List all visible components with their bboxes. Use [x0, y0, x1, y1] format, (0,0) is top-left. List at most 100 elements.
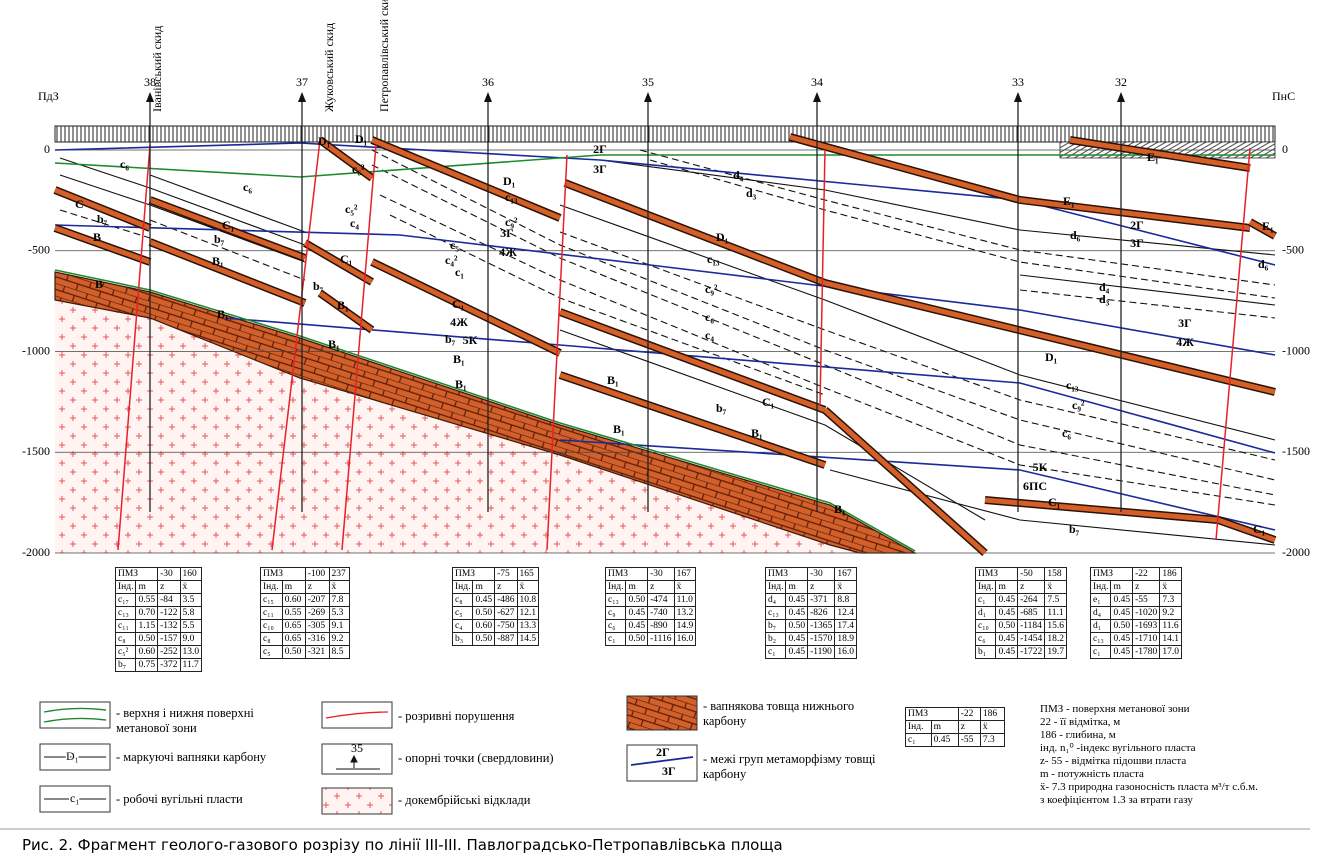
group-label: 2Г [1130, 218, 1144, 232]
layer-label: B₁ [455, 377, 467, 391]
layer-label: C₁ [340, 252, 353, 266]
table-cell: ẍ [517, 581, 539, 594]
table-cell: 0.45 [996, 646, 1018, 659]
legend-swatch [627, 696, 697, 730]
table-cell: -1710 [1133, 633, 1160, 646]
table-cell: ПМЗ [1091, 568, 1133, 581]
table-cell: ẍ [980, 721, 1004, 734]
layer-label: b₇ [313, 279, 324, 293]
legend-note: ẍ- 7.3 природна газоносність пласта м³/т… [1040, 781, 1320, 794]
data-row: c₁0.50-111616.0 [606, 633, 696, 646]
table-cell: 0.45 [786, 607, 808, 620]
table-cell: -685 [1018, 607, 1045, 620]
table-cell: z [495, 581, 517, 594]
layer-label: C₁ [762, 395, 775, 409]
data-row: c₁₃0.45-82612.4 [766, 607, 857, 620]
table-cell: 7.5 [1045, 594, 1067, 607]
depth-label: -2000 [1282, 545, 1310, 559]
well-arrow [644, 92, 652, 102]
legend-note: 22 - її відмітка, м [1040, 716, 1320, 729]
table-cell: 7.3 [980, 734, 1004, 747]
table-cell: ẍ [1045, 581, 1067, 594]
coal-seam [560, 232, 1275, 460]
header-row: Інд.mzẍ [261, 581, 350, 594]
data-row: c₄0.60-75013.3 [453, 620, 539, 633]
table-cell: 18.9 [835, 633, 857, 646]
table-cell: 9.0 [180, 633, 202, 646]
table-cell: 0.50 [473, 607, 495, 620]
table-cell: 12.4 [835, 607, 857, 620]
table-cell: -207 [305, 594, 329, 607]
layer-label: D₁ [355, 132, 368, 146]
layer-label: B [93, 230, 101, 244]
table-cell: -474 [648, 594, 674, 607]
pmz-row: ПМЗ-22186 [906, 708, 1005, 721]
table-cell: z [158, 581, 180, 594]
table-cell: -55 [958, 734, 980, 747]
data-row: c₅²0.60-25213.0 [116, 646, 202, 659]
layer-label: C₁ [1048, 495, 1061, 509]
data-table: ПМЗ-100237Інд.mzẍc₁₅0.60-2077.8c₁₁0.55-2… [260, 567, 350, 659]
layer-label: D₁ [1045, 350, 1058, 364]
legend-note: з коефіцієнтом 1.3 за втрати газу [1040, 794, 1320, 807]
table-cell: b₃ [453, 633, 473, 646]
table-cell: 0.70 [136, 607, 158, 620]
table-cell: e₁ [1091, 594, 1111, 607]
depth-label: 0 [44, 142, 50, 156]
table-cell: -1722 [1018, 646, 1045, 659]
data-row: c₈0.50-1579.0 [116, 633, 202, 646]
table-cell: c₈ [453, 594, 473, 607]
layer-label: d₄ [733, 168, 744, 182]
header-row: Інд.mzẍ [976, 581, 1067, 594]
layer-label: E₁ [1262, 219, 1274, 233]
table-cell: m [1111, 581, 1133, 594]
data-row: c₁₁0.55-2695.3 [261, 607, 350, 620]
marker-limestone [565, 183, 825, 283]
table-cell: 9.1 [329, 620, 349, 633]
layer-label: c₁₃ [1066, 378, 1079, 392]
table-cell: 0.50 [996, 620, 1018, 633]
layer-label: E₁ [1147, 150, 1159, 164]
direction-label: ПнС [1272, 89, 1295, 103]
layer-label: d₆ [1070, 228, 1081, 242]
table-cell: -22 [958, 708, 980, 721]
well-arrow [298, 92, 306, 102]
group-label: 3Г [1178, 316, 1192, 330]
table-cell: -122 [158, 607, 180, 620]
layer-label: C [75, 197, 84, 211]
figure: 00-500-500-1000-1000-1500-1500-2000-2000… [0, 0, 1326, 863]
table-cell: 11.7 [180, 659, 202, 672]
table-cell: -1570 [808, 633, 835, 646]
table-cell: ẍ [1160, 581, 1182, 594]
layer-label: b₇ [445, 332, 456, 346]
table-cell: ПМЗ [116, 568, 158, 581]
well-number: 35 [642, 75, 654, 89]
depth-label: 0 [1282, 142, 1288, 156]
table-cell: 14.5 [517, 633, 539, 646]
table-cell: m [473, 581, 495, 594]
table-cell: -371 [808, 594, 835, 607]
data-table: ПМЗ-50158Інд.mzẍc₁0.45-2647.5d₁0.45-6851… [975, 567, 1067, 659]
table-cell: ПМЗ [453, 568, 495, 581]
legend-text: - верхня і нижня поверхні метанової зони [116, 706, 306, 736]
table-cell: 0.45 [1111, 594, 1133, 607]
table-cell: 5.8 [180, 607, 202, 620]
legend-note: m - потужність пласта [1040, 768, 1320, 781]
table-cell: 13.0 [180, 646, 202, 659]
table-cell: d₄ [766, 594, 786, 607]
table-cell: 11.6 [1160, 620, 1182, 633]
table-cell: -316 [305, 633, 329, 646]
table-cell: c₁ [976, 594, 996, 607]
table-cell: b₇ [116, 659, 136, 672]
table-cell: 18.2 [1045, 633, 1067, 646]
layer-label: B₁ [212, 254, 224, 268]
table-cell: ẍ [329, 581, 349, 594]
table-cell: Інд. [453, 581, 473, 594]
table-cell: c₁₃ [116, 607, 136, 620]
table-cell: c₈ [116, 633, 136, 646]
table-cell: ПМЗ [261, 568, 306, 581]
legend-text: - опорні точки (свердловини) [398, 751, 598, 766]
